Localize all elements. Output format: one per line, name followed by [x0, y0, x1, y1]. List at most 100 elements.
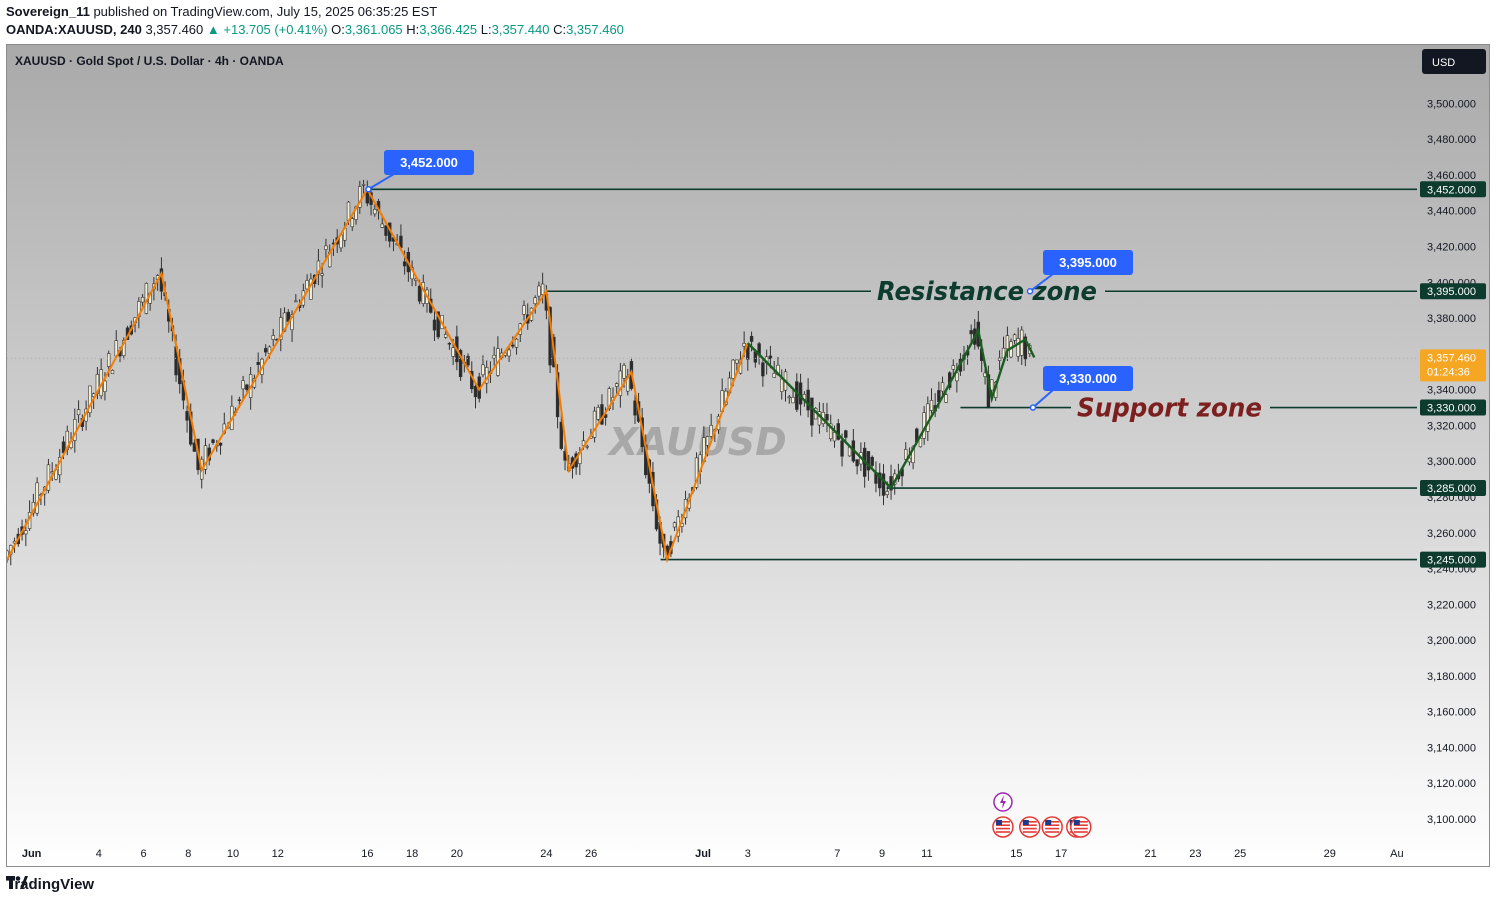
- candle: [185, 405, 189, 433]
- published-text: published on TradingView.com, July 15, 2…: [93, 4, 438, 19]
- us-flag-event-icon: [1019, 816, 1041, 838]
- candle: [1005, 326, 1010, 361]
- x-tick-label: 6: [140, 848, 146, 860]
- ohlc-line: OANDA:XAUUSD, 240 3,357.460 ▲ +13.705 (+…: [6, 22, 624, 37]
- level-axis-tag: 3,395.000: [1420, 283, 1486, 300]
- candle: [951, 359, 955, 376]
- candle: [761, 359, 765, 387]
- candle: [870, 455, 874, 469]
- candle: [447, 342, 452, 350]
- y-tick-label: 3,160.000: [1427, 707, 1476, 719]
- y-tick-label: 3,200.000: [1427, 635, 1476, 647]
- x-tick-label: Jun: [22, 848, 42, 860]
- y-axis[interactable]: 3,100.000 3,120.000 3,140.000 3,160.000 3,18…: [1420, 98, 1486, 826]
- y-tick-label: 3,340.000: [1427, 385, 1476, 397]
- levels-layer: Resistance zone Support zone: [367, 188, 1417, 561]
- orange-zigzag-wave: [7, 187, 749, 564]
- candle: [592, 406, 597, 443]
- candle: [522, 300, 526, 321]
- candle: [192, 439, 197, 452]
- resistance-zone-label: Resistance zone: [877, 277, 1097, 307]
- open-label: O:: [331, 22, 345, 37]
- x-tick-label: 18: [406, 848, 418, 860]
- current-price-tag: 3,357.460 01:24:36: [1420, 349, 1486, 382]
- y-tick-label: 3,120.000: [1427, 778, 1476, 790]
- candle: [672, 521, 677, 532]
- x-tick-label: 15: [1010, 848, 1022, 860]
- candle: [218, 442, 223, 455]
- low-label: L:: [480, 22, 492, 37]
- x-tick-label: 17: [1055, 848, 1067, 860]
- y-tick-label: 3,260.000: [1427, 528, 1476, 540]
- price-change: ▲ +13.705 (+0.41%): [206, 22, 328, 37]
- support-zone-label: Support zone: [1077, 394, 1262, 424]
- candle: [1012, 333, 1017, 345]
- us-flag-event-icon: [1041, 816, 1063, 838]
- x-tick-label: 21: [1145, 848, 1157, 860]
- chart-background: [7, 45, 1489, 866]
- x-tick-label: 11: [921, 848, 932, 860]
- candle: [203, 438, 208, 475]
- candle: [836, 418, 840, 441]
- author-name[interactable]: Sovereign_11: [6, 4, 90, 19]
- chart-frame[interactable]: XAUUSD · Gold Spot / U.S. Dollar · 4h · …: [6, 44, 1490, 867]
- svg-text:3,395.000: 3,395.000: [1427, 286, 1476, 298]
- candle: [256, 352, 260, 374]
- candle: [825, 402, 829, 433]
- callout-label: 3,452.000: [400, 155, 458, 170]
- candle: [466, 353, 470, 368]
- currency-label: USD: [1432, 57, 1455, 69]
- y-tick-label: 3,440.000: [1427, 206, 1476, 218]
- y-tick-label: 3,100.000: [1427, 814, 1476, 826]
- x-tick-label: 26: [585, 848, 597, 860]
- candle: [245, 383, 249, 393]
- currency-badge[interactable]: USD: [1422, 49, 1486, 74]
- candle: [929, 388, 934, 414]
- level-axis-tag: 3,285.000: [1420, 480, 1486, 497]
- candle: [76, 400, 81, 423]
- candle: [709, 413, 713, 441]
- candle: [350, 216, 354, 231]
- candle: [432, 310, 437, 341]
- candle: [969, 324, 973, 343]
- candle: [904, 442, 908, 461]
- callouts-layer: 3,452.000 3,395.000 3,330.000: [365, 150, 1133, 411]
- chart-title: XAUUSD · Gold Spot / U.S. Dollar · 4h · …: [15, 54, 284, 68]
- price-callout: 3,395.000: [1026, 250, 1133, 295]
- price-chart[interactable]: XAUUSD · Gold Spot / U.S. Dollar · 4h · …: [7, 45, 1490, 867]
- candle: [806, 378, 810, 418]
- high-label: H:: [406, 22, 420, 37]
- x-tick-label: 8: [185, 848, 191, 860]
- current-price-label: 3,357.460: [1427, 352, 1476, 364]
- candle: [458, 348, 463, 381]
- candle: [533, 295, 537, 314]
- y-tick-label: 3,480.000: [1427, 134, 1476, 146]
- x-tick-label: 3: [745, 848, 751, 860]
- candle: [926, 396, 930, 442]
- candle: [810, 397, 814, 437]
- candle: [373, 204, 377, 217]
- candle: [511, 336, 515, 349]
- brand-name: TradingView: [6, 876, 95, 893]
- candle: [316, 248, 321, 286]
- level-axis-tag: 3,245.000: [1420, 551, 1486, 568]
- callout-label: 3,395.000: [1059, 255, 1117, 270]
- candle: [735, 359, 739, 371]
- candle: [507, 346, 511, 363]
- y-tick-label: 3,380.000: [1427, 313, 1476, 325]
- candle: [384, 225, 388, 242]
- x-tick-label: 23: [1189, 848, 1201, 860]
- y-tick-label: 3,500.000: [1427, 98, 1476, 110]
- candle: [944, 392, 948, 403]
- countdown-label: 01:24:36: [1427, 366, 1470, 378]
- y-tick-label: 3,420.000: [1427, 242, 1476, 254]
- tradingview-brand[interactable]: TradingView: [6, 876, 94, 893]
- x-axis[interactable]: Jun 4 6 8 10 12 16 18 20 24 26 Jul 3 7 9 11 15 17 21 23 25 29…: [22, 848, 1404, 860]
- callout-label: 3,330.000: [1059, 371, 1117, 386]
- events-layer: [992, 792, 1092, 838]
- candle: [618, 363, 623, 408]
- price-callout: 3,330.000: [1029, 366, 1133, 411]
- earnings-lightning-icon: [993, 792, 1013, 812]
- close-value: 3,357.460: [566, 22, 624, 37]
- level-axis-tag: 3,330.000: [1420, 399, 1486, 416]
